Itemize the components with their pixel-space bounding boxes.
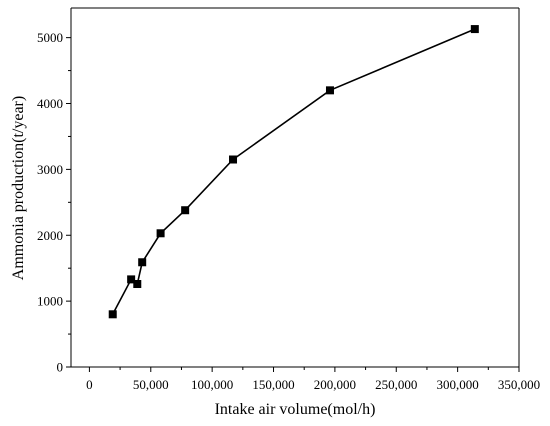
- x-axis-title: Intake air volume(mol/h): [215, 401, 376, 418]
- data-point-marker: [138, 258, 147, 267]
- data-point-marker: [133, 280, 142, 289]
- x-tick-label: 100,000: [191, 377, 233, 392]
- series-line: [111, 28, 476, 315]
- x-tick-label: 50,000: [133, 377, 169, 392]
- data-point-marker: [229, 155, 238, 164]
- plot-frame: [70, 7, 520, 368]
- data-point-marker: [181, 206, 190, 215]
- data-series: [108, 25, 479, 319]
- data-point-marker: [325, 86, 334, 95]
- y-tick-label: 1000: [37, 294, 63, 309]
- x-tick-label: 350,000: [498, 377, 540, 392]
- data-point-marker: [156, 229, 165, 238]
- y-tick-label: 5000: [37, 30, 63, 45]
- y-axis-title: Ammonia production(t/year): [10, 96, 27, 280]
- y-tick-label: 2000: [37, 228, 63, 243]
- x-tick-label: 250,000: [375, 377, 417, 392]
- x-tick-label: 150,000: [252, 377, 294, 392]
- data-point-marker: [470, 25, 479, 34]
- y-tick-label: 3000: [37, 162, 63, 177]
- y-tick-label: 4000: [37, 96, 63, 111]
- y-tick-label: 0: [57, 360, 64, 375]
- x-tick-label: 300,000: [437, 377, 479, 392]
- data-point-marker: [108, 310, 117, 319]
- data-point-marker: [127, 275, 136, 284]
- x-tick-label: 0: [86, 377, 93, 392]
- x-tick-label: 200,000: [314, 377, 356, 392]
- x-axis-ticks: 0 50,000 100,000 150,000 200,000 250,000 300,0…: [86, 367, 540, 392]
- y-axis-ticks: 0 1000 2000 3000 4000 5000: [37, 30, 71, 375]
